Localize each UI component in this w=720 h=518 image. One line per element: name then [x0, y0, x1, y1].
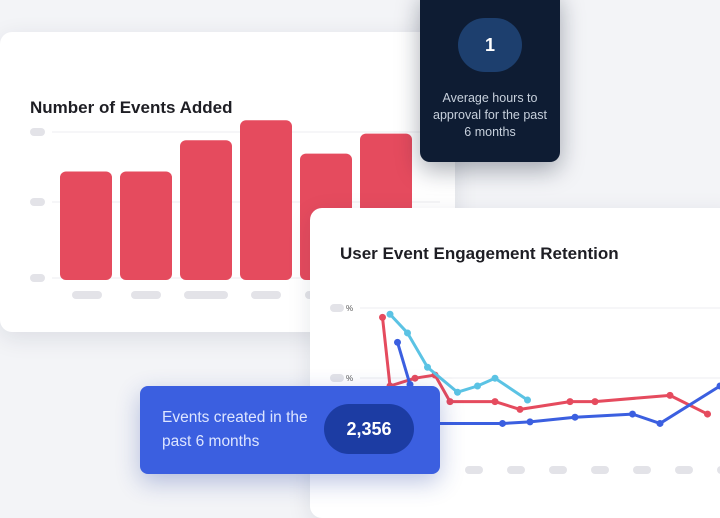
bar	[120, 172, 172, 280]
line-point	[657, 420, 664, 427]
approval-hours-value: 1	[458, 18, 522, 72]
line-y-tick-placeholder	[330, 374, 344, 382]
line-point	[394, 339, 401, 346]
bar-y-tick-placeholder	[30, 128, 45, 136]
bar-x-tick-placeholder	[72, 291, 102, 299]
line-point	[524, 397, 531, 404]
bar	[180, 140, 232, 280]
line-point	[404, 329, 411, 336]
line-point	[379, 314, 386, 321]
approval-hours-caption: Average hours to approval for the past 6…	[430, 90, 550, 141]
line-y-tick-label: %	[346, 374, 353, 383]
line-point	[527, 418, 534, 425]
line-x-tick-placeholder	[549, 466, 567, 474]
approval-hours-card: 1 Average hours to approval for the past…	[420, 0, 560, 162]
line-y-tick-label: %	[346, 304, 353, 313]
line-x-tick-placeholder	[633, 466, 651, 474]
line-point	[424, 364, 431, 371]
line-point	[447, 398, 454, 405]
events-created-value: 2,356	[324, 404, 414, 454]
line-x-tick-placeholder	[591, 466, 609, 474]
line-y-tick-placeholder	[330, 304, 344, 312]
line-point	[517, 406, 524, 413]
bar-x-tick-placeholder	[251, 291, 281, 299]
line-point	[387, 311, 394, 318]
line-point	[667, 392, 674, 399]
line-point	[704, 411, 711, 418]
line-point	[592, 398, 599, 405]
bar	[60, 172, 112, 280]
line-point	[567, 398, 574, 405]
bar-x-tick-placeholder	[184, 291, 228, 299]
line-point	[572, 414, 579, 421]
line-point	[629, 411, 636, 418]
bar-y-tick-placeholder	[30, 274, 45, 282]
line-point	[499, 420, 506, 427]
line-x-tick-placeholder	[507, 466, 525, 474]
bar-y-tick-placeholder	[30, 198, 45, 206]
line-x-tick-placeholder	[675, 466, 693, 474]
events-created-card: Events created in the past 6 months 2,35…	[140, 386, 440, 474]
line-point	[492, 375, 499, 382]
line-point	[474, 383, 481, 390]
line-point	[454, 389, 461, 396]
bar	[240, 120, 292, 280]
bar-x-tick-placeholder	[131, 291, 161, 299]
line-x-tick-placeholder	[465, 466, 483, 474]
events-created-caption: Events created in the past 6 months	[162, 406, 322, 454]
line-point	[492, 398, 499, 405]
line-point	[412, 375, 419, 382]
